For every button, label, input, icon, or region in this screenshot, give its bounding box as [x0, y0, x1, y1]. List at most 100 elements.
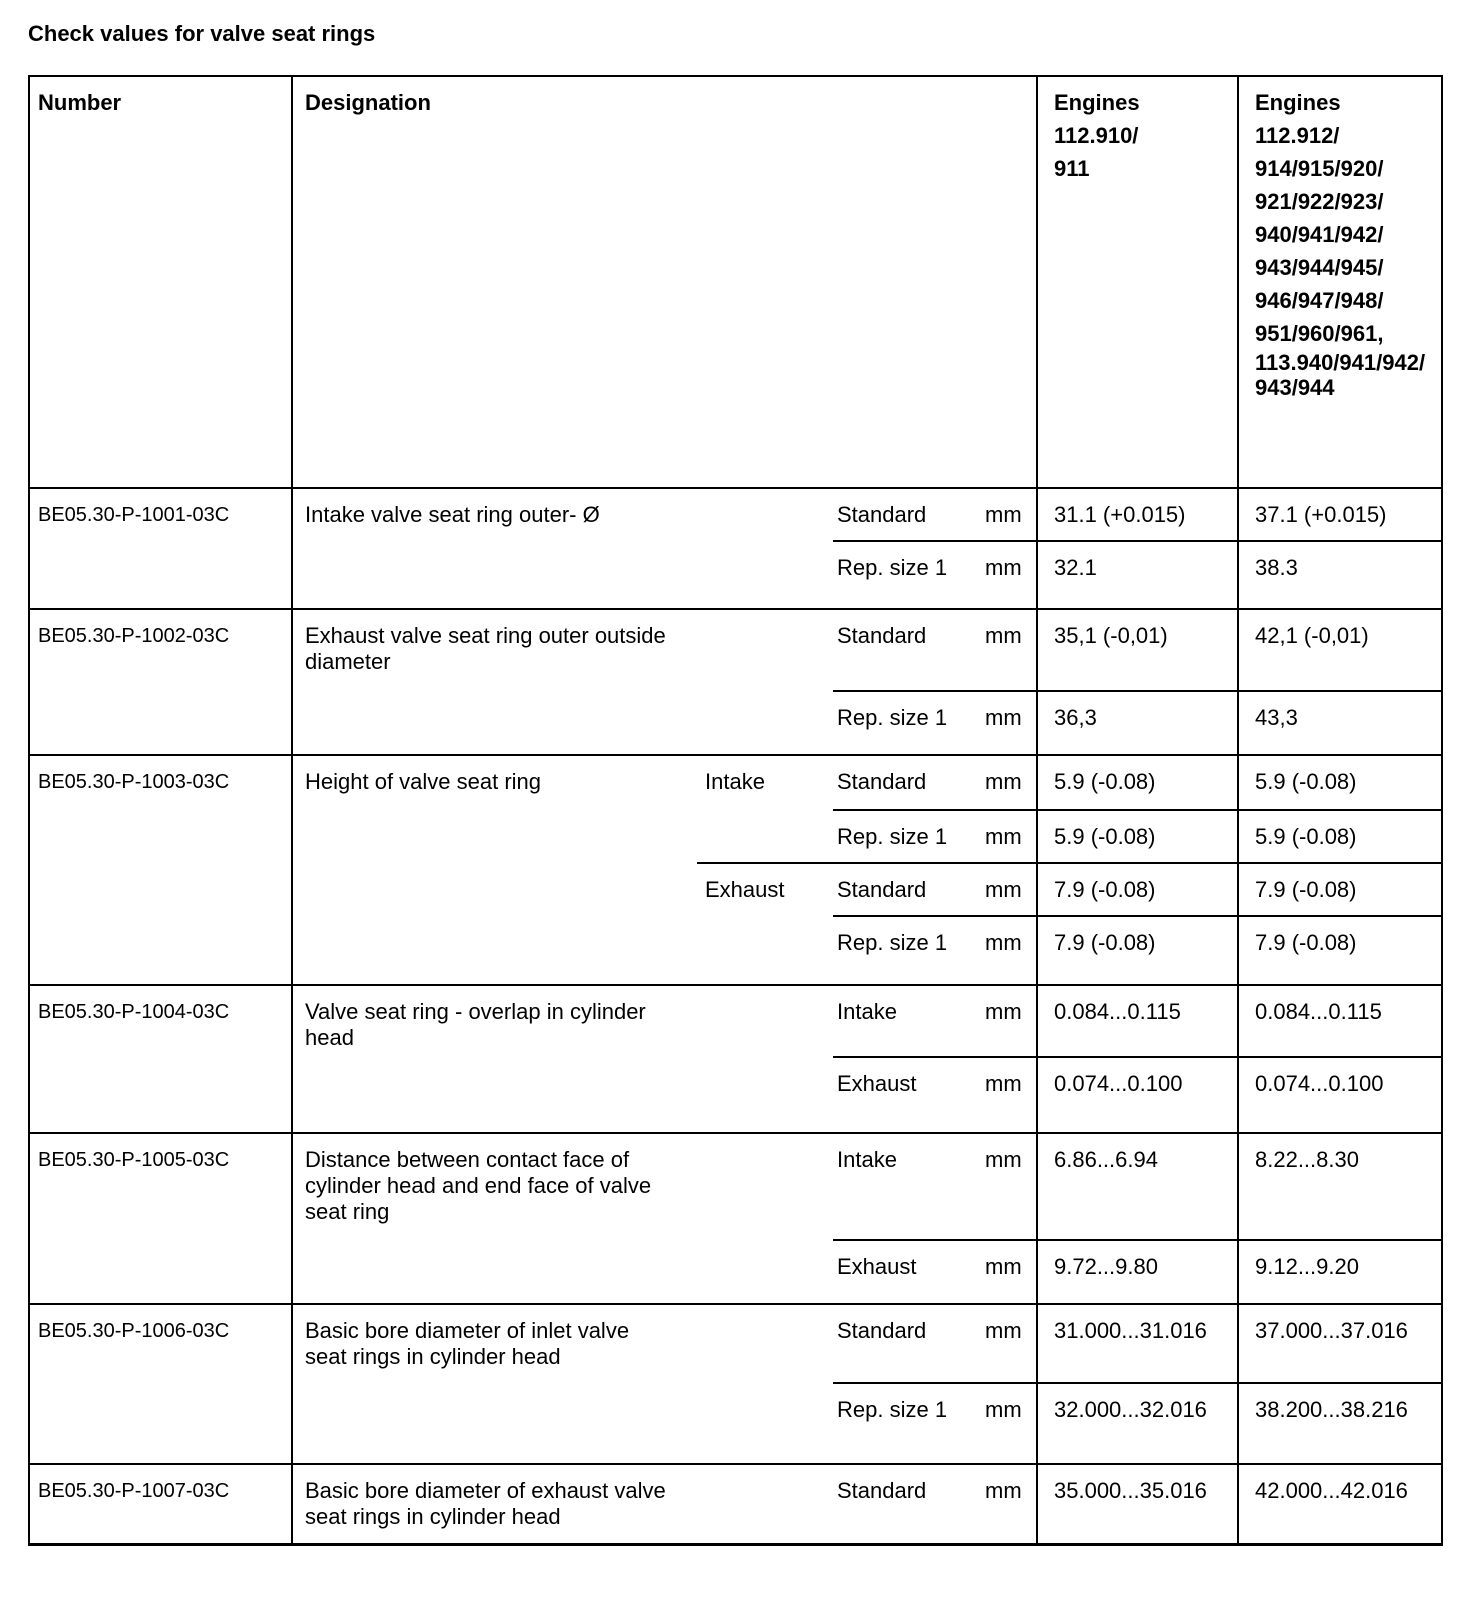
value-engines-2: 9.12...9.20 — [1237, 1239, 1441, 1303]
engines-line: 951/960/961, — [1255, 321, 1384, 346]
unit-label: mm — [985, 1382, 1036, 1463]
spec-label: Rep. size 1 — [833, 915, 985, 984]
value-engines-1: 0.084...0.115 — [1036, 986, 1237, 1056]
spec-label: Standard — [837, 623, 927, 648]
col-header-number: Number — [30, 77, 293, 487]
value-engines-2: 5.9 (-0.08) — [1237, 756, 1441, 809]
value-engines-2: 8.22...8.30 — [1237, 1134, 1441, 1239]
engines-line: Engines — [1255, 90, 1341, 115]
unit-label: mm — [985, 769, 1022, 794]
table-row: BE05.30-P-1007-03C Basic bore diameter o… — [30, 1463, 1441, 1543]
spec-label: Standard — [837, 1478, 927, 1503]
unit-label: mm — [985, 915, 1036, 984]
engines-line: Engines — [1054, 90, 1140, 115]
unit-label: mm — [985, 540, 1036, 608]
row-designation: Distance between contact face of cylinde… — [305, 1147, 652, 1224]
spec-label: Standard — [837, 769, 927, 794]
value-engines-2: 38.3 — [1237, 540, 1441, 608]
spec-label: Rep. size 1 — [833, 809, 985, 862]
row-number: BE05.30-P-1001-03C — [30, 489, 293, 608]
value-engines-2: 42,1 (-0,01) — [1237, 610, 1441, 690]
engines-line: 946/947/948/ — [1255, 288, 1384, 313]
group-label: Intake — [705, 769, 765, 794]
value-engines-1: 7.9 (-0.08) — [1036, 862, 1237, 915]
col-header-engines-2: Engines 112.912/ 914/915/920/ 921/922/92… — [1237, 77, 1441, 487]
spec-table: Number Designation Engines 112.910/ 911 … — [28, 75, 1443, 1546]
value-engines-2: 43,3 — [1237, 690, 1441, 754]
value-engines-2: 37.1 (+0.015) — [1237, 489, 1441, 540]
spec-label: Exhaust — [833, 1056, 985, 1132]
unit-label: mm — [985, 809, 1036, 862]
row-number: BE05.30-P-1002-03C — [30, 610, 293, 754]
table-row: BE05.30-P-1006-03C Basic bore diameter o… — [30, 1303, 1441, 1463]
row-designation: Basic bore diameter of exhaust valve sea… — [305, 1478, 666, 1529]
engines-line: 921/922/923/ — [1255, 189, 1384, 214]
col-header-engines-1: Engines 112.910/ 911 — [1036, 77, 1237, 487]
row-number: BE05.30-P-1006-03C — [30, 1305, 293, 1463]
value-engines-2: 42.000...42.016 — [1237, 1465, 1441, 1543]
engines-line: 943/944/945/ — [1255, 255, 1384, 280]
row-designation: Basic bore diameter of inlet valve seat … — [305, 1318, 630, 1369]
spec-label: Intake — [837, 1147, 897, 1172]
engines-line: 112.910/ — [1054, 123, 1139, 148]
unit-label: mm — [985, 502, 1022, 527]
group-label: Exhaust — [697, 862, 833, 984]
unit-label: mm — [985, 1318, 1022, 1343]
engines-line: 940/941/942/ — [1255, 222, 1384, 247]
unit-label: mm — [985, 1147, 1022, 1172]
row-designation: Intake valve seat ring outer- Ø — [305, 502, 600, 527]
value-engines-1: 5.9 (-0.08) — [1036, 809, 1237, 862]
spec-label: Intake — [837, 999, 897, 1024]
value-engines-1: 6.86...6.94 — [1036, 1134, 1237, 1239]
table-row: BE05.30-P-1005-03C Distance between cont… — [30, 1132, 1441, 1303]
spec-label: Rep. size 1 — [833, 540, 985, 608]
spec-label: Rep. size 1 — [833, 1382, 985, 1463]
unit-label: mm — [985, 623, 1022, 648]
value-engines-1: 31.000...31.016 — [1036, 1305, 1237, 1382]
value-engines-2: 38.200...38.216 — [1237, 1382, 1441, 1463]
engines-line: 112.912/ — [1255, 123, 1340, 148]
value-engines-2: 7.9 (-0.08) — [1237, 862, 1441, 915]
spec-label: Rep. size 1 — [833, 690, 985, 754]
spec-label: Standard — [837, 502, 927, 527]
row-number: BE05.30-P-1005-03C — [30, 1134, 293, 1303]
row-number: BE05.30-P-1003-03C — [30, 756, 293, 984]
unit-label: mm — [985, 999, 1022, 1024]
row-designation: Valve seat ring - overlap in cylinder he… — [305, 999, 646, 1050]
value-engines-1: 35.000...35.016 — [1036, 1465, 1237, 1543]
page-title: Check values for valve seat rings — [28, 21, 376, 46]
value-engines-1: 7.9 (-0.08) — [1036, 915, 1237, 984]
value-engines-1: 36,3 — [1036, 690, 1237, 754]
value-engines-1: 0.074...0.100 — [1036, 1056, 1237, 1132]
value-engines-1: 31.1 (+0.015) — [1036, 489, 1237, 540]
table-row: BE05.30-P-1004-03C Valve seat ring - ove… — [30, 984, 1441, 1132]
unit-label: mm — [985, 690, 1036, 754]
engines-line: 113.940/941/942/ — [1255, 350, 1426, 375]
value-engines-2: 7.9 (-0.08) — [1237, 915, 1441, 984]
value-engines-1: 35,1 (-0,01) — [1036, 610, 1237, 690]
row-number: BE05.30-P-1004-03C — [30, 986, 293, 1132]
value-engines-1: 32.000...32.016 — [1036, 1382, 1237, 1463]
table-row: BE05.30-P-1001-03C Intake valve seat rin… — [30, 487, 1441, 608]
unit-label: mm — [985, 1056, 1036, 1132]
unit-label: mm — [985, 1478, 1022, 1503]
value-engines-1: 9.72...9.80 — [1036, 1239, 1237, 1303]
unit-label: mm — [985, 1239, 1036, 1303]
table-row: BE05.30-P-1003-03C Height of valve seat … — [30, 754, 1441, 984]
engines-line: 943/944 — [1255, 375, 1335, 400]
col-header-designation: Designation — [305, 90, 431, 115]
unit-label: mm — [985, 862, 1036, 915]
value-engines-2: 5.9 (-0.08) — [1237, 809, 1441, 862]
value-engines-2: 37.000...37.016 — [1237, 1305, 1441, 1382]
row-designation: Exhaust valve seat ring outer outside di… — [305, 623, 666, 674]
header-row: Number Designation Engines 112.910/ 911 … — [30, 77, 1441, 487]
value-engines-2: 0.074...0.100 — [1237, 1056, 1441, 1132]
spec-label: Standard — [833, 862, 985, 915]
row-number: BE05.30-P-1007-03C — [30, 1465, 293, 1543]
table-row: BE05.30-P-1002-03C Exhaust valve seat ri… — [30, 608, 1441, 754]
spec-label: Standard — [837, 1318, 927, 1343]
engines-line: 914/915/920/ — [1255, 156, 1384, 181]
value-engines-2: 0.084...0.115 — [1237, 986, 1441, 1056]
row-designation: Height of valve seat ring — [305, 769, 542, 794]
value-engines-1: 32.1 — [1036, 540, 1237, 608]
